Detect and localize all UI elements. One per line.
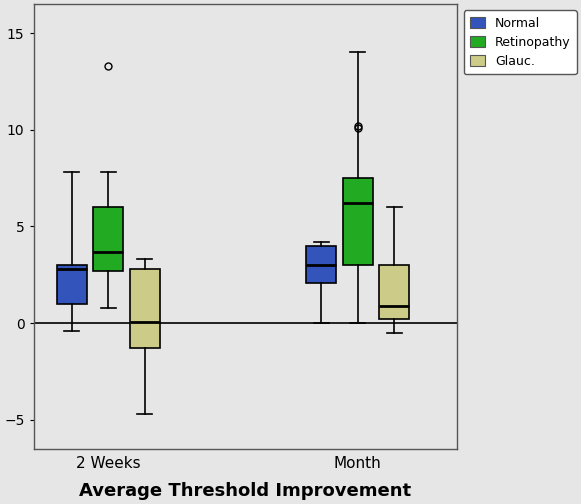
Legend: Normal, Retinopathy, Glauc.: Normal, Retinopathy, Glauc. [464, 11, 577, 75]
PathPatch shape [130, 269, 160, 348]
PathPatch shape [306, 246, 336, 283]
PathPatch shape [379, 265, 409, 319]
X-axis label: Average Threshold Improvement: Average Threshold Improvement [80, 482, 411, 500]
PathPatch shape [57, 265, 87, 304]
PathPatch shape [343, 178, 372, 265]
PathPatch shape [94, 207, 123, 271]
